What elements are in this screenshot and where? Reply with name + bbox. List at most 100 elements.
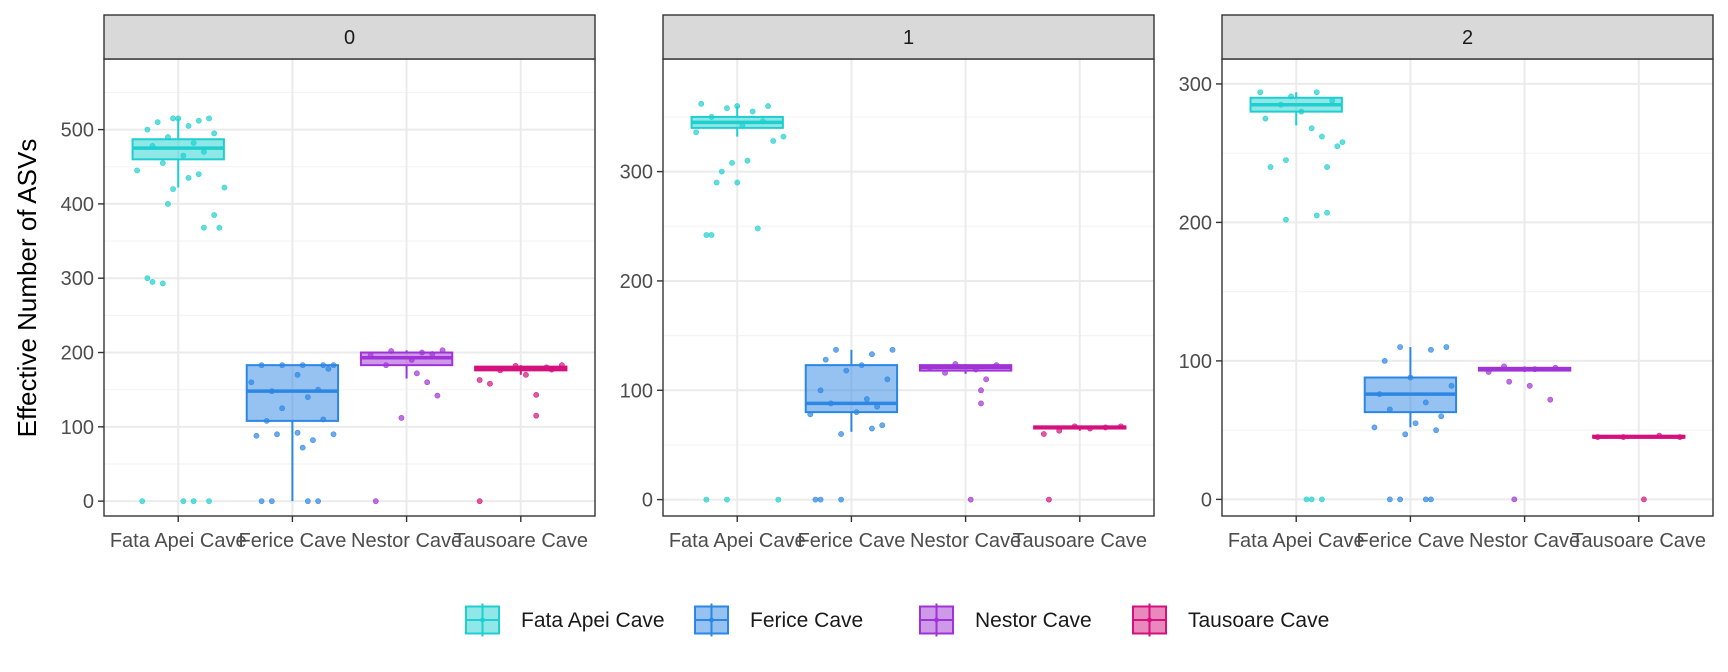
data-point xyxy=(413,370,420,377)
data-point xyxy=(195,171,202,178)
data-point xyxy=(926,364,933,371)
data-point xyxy=(165,201,171,207)
data-point xyxy=(279,362,286,369)
data-point xyxy=(497,367,504,374)
data-point xyxy=(548,366,555,373)
data-point xyxy=(770,138,777,144)
legend: Fata Apei Cave Ferice Cave Nestor Cave Taus… xyxy=(465,603,1329,637)
data-point xyxy=(1412,420,1419,427)
box-ferice-cave xyxy=(804,346,899,503)
y-tick-label: 500 xyxy=(61,120,94,142)
box-ferice-cave xyxy=(245,362,340,505)
facet-strip xyxy=(662,14,1155,60)
data-point xyxy=(512,362,519,369)
data-point xyxy=(1324,164,1330,170)
y-tick-label: 0 xyxy=(83,491,94,513)
data-point xyxy=(170,115,176,122)
data-point xyxy=(1402,431,1409,438)
data-point xyxy=(1620,434,1627,440)
data-point xyxy=(558,362,565,369)
x-tick-label: Ferice Cave xyxy=(798,530,906,552)
data-point xyxy=(1506,378,1513,385)
y-tick-label: 300 xyxy=(1179,74,1212,96)
data-point xyxy=(434,392,441,399)
data-point xyxy=(1438,413,1445,420)
data-point xyxy=(983,376,990,383)
data-point xyxy=(1594,434,1601,440)
data-point xyxy=(1329,97,1336,104)
data-point xyxy=(315,498,321,505)
data-point xyxy=(1547,396,1554,403)
y-axis-label: Effective Number of ASVs xyxy=(12,139,42,438)
facet-strip xyxy=(1221,14,1714,60)
data-point xyxy=(523,371,529,378)
legend-key-point xyxy=(480,617,485,623)
data-point xyxy=(1526,382,1533,389)
data-point xyxy=(724,105,730,112)
data-point xyxy=(863,396,870,402)
data-point xyxy=(258,362,265,369)
data-point xyxy=(744,157,751,164)
data-point xyxy=(1046,496,1052,503)
data-point xyxy=(760,118,766,125)
data-point xyxy=(1303,496,1310,503)
data-point xyxy=(1308,125,1315,132)
data-point xyxy=(279,405,286,412)
data-point xyxy=(1676,434,1683,440)
data-point xyxy=(708,232,715,238)
data-point xyxy=(884,376,891,383)
data-point xyxy=(1313,89,1320,96)
data-point xyxy=(780,133,787,140)
y-tick-label: 0 xyxy=(642,490,653,512)
data-point xyxy=(1501,363,1507,370)
data-point xyxy=(869,425,875,432)
data-point xyxy=(827,400,834,407)
data-point xyxy=(1531,366,1538,373)
data-point xyxy=(1087,425,1093,432)
data-point xyxy=(1485,369,1492,375)
data-point xyxy=(165,134,171,140)
data-point xyxy=(1422,399,1429,406)
data-point xyxy=(807,411,814,418)
x-tick-label: Nestor Cave xyxy=(351,530,462,552)
y-tick-label: 200 xyxy=(1179,212,1212,234)
data-point xyxy=(1656,432,1663,439)
data-point xyxy=(206,115,212,122)
data-point xyxy=(299,444,306,451)
data-point xyxy=(367,352,374,359)
data-point xyxy=(325,365,332,372)
data-point xyxy=(1552,364,1559,371)
data-point xyxy=(734,179,741,186)
data-point xyxy=(843,367,850,374)
y-tick-label: 100 xyxy=(620,380,653,402)
legend-label: Tausoare Cave xyxy=(1188,609,1329,632)
x-tick-label: Ferice Cave xyxy=(1357,530,1465,552)
data-point xyxy=(1428,496,1434,503)
data-point xyxy=(211,212,218,218)
data-point xyxy=(134,167,141,174)
legend-key-point xyxy=(934,617,939,623)
data-point xyxy=(159,280,166,287)
data-point xyxy=(1071,423,1078,430)
data-point xyxy=(211,130,218,137)
box-iqr xyxy=(245,364,340,422)
data-point xyxy=(1433,427,1439,434)
data-point xyxy=(175,115,182,122)
data-point xyxy=(201,148,207,155)
data-point xyxy=(1386,406,1393,413)
data-point xyxy=(972,366,979,373)
data-point xyxy=(154,119,161,126)
data-point xyxy=(294,371,301,378)
data-point xyxy=(248,379,255,386)
data-point xyxy=(1277,101,1284,108)
facet-strip-label: 1 xyxy=(903,27,914,49)
data-point xyxy=(869,351,875,358)
data-point xyxy=(185,122,192,129)
x-tick-label: Tausoare Cave xyxy=(1572,530,1707,552)
data-point xyxy=(424,379,431,386)
legend-key-point xyxy=(1147,617,1152,623)
data-point xyxy=(315,386,321,393)
